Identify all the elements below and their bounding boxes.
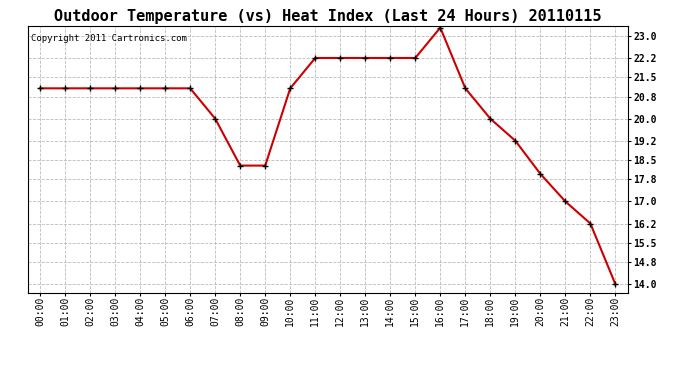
Text: Copyright 2011 Cartronics.com: Copyright 2011 Cartronics.com <box>30 34 186 43</box>
Title: Outdoor Temperature (vs) Heat Index (Last 24 Hours) 20110115: Outdoor Temperature (vs) Heat Index (Las… <box>54 9 602 24</box>
